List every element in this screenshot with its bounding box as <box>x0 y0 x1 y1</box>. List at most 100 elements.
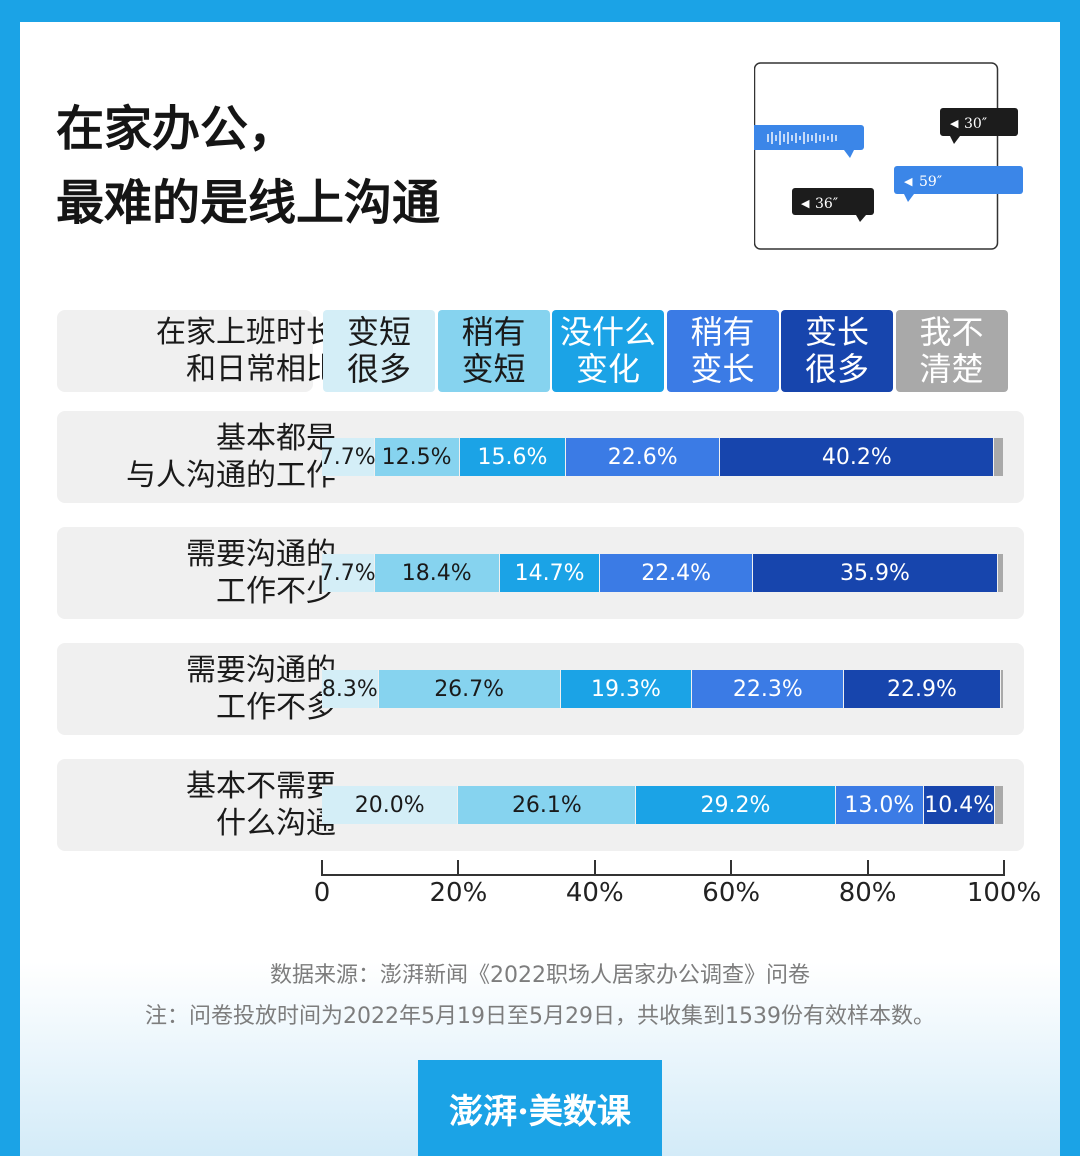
data-label-r4-s5: 10.4% <box>924 792 995 818</box>
bar-segment-r2-s6 <box>997 554 1003 592</box>
data-label-r1-s4: 22.6% <box>607 444 678 470</box>
bar-segment-r4-s1: 20.0% <box>322 786 458 824</box>
x-tick-0 <box>321 860 323 874</box>
legend-item-2: 稍有 变短 <box>437 310 550 392</box>
data-label-r1-s2: 12.5% <box>381 444 452 470</box>
bubble-59-text: 59″ <box>919 174 942 190</box>
data-label-r4-s2: 26.1% <box>511 792 582 818</box>
x-tick-label-40: 40% <box>565 878 624 908</box>
data-label-r3-s5: 22.9% <box>887 676 957 702</box>
bar-segment-r3-s5: 22.9% <box>844 670 1000 708</box>
x-tick-label-20: 20% <box>429 878 488 908</box>
legend-item-4-line-2: 变长 <box>690 350 755 388</box>
legend-item-3: 没什么 变化 <box>552 310 664 392</box>
legend-header-label: 在家上班时长 和日常相比 <box>156 314 336 388</box>
bar-segment-r2-s2: 18.4% <box>374 554 499 592</box>
legend-item-6-line-2: 清楚 <box>919 350 984 388</box>
bar-segment-r3-s4: 22.3% <box>692 670 844 708</box>
bar-segment-r1-s6 <box>994 438 1003 476</box>
bar-segment-r4-s5: 10.4% <box>924 786 995 824</box>
x-tick-60 <box>730 860 733 874</box>
bar-segment-r1-s4: 22.6% <box>566 438 720 476</box>
brand-logo: 澎湃·美数课 <box>418 1060 662 1156</box>
category-label-1-line-2: 与人沟通的工作 <box>126 458 336 493</box>
data-label-r1-s3: 15.6% <box>477 444 548 470</box>
legend-item-1-line-1: 变短 <box>346 313 411 351</box>
data-source: 数据来源：澎湃新闻《2022职场人居家办公调查》问卷 <box>270 963 810 988</box>
bar-segment-r1-s1: 7.7% <box>320 438 376 476</box>
chart-title: 在家办公， 最难的是线上沟通 <box>56 92 440 240</box>
waveform-icon <box>767 131 837 145</box>
voice-bubble-36 <box>792 188 874 215</box>
category-label-2-line-2: 工作不少 <box>216 574 336 609</box>
bar-segment-r1-s2: 12.5% <box>374 438 459 476</box>
data-label-r2-s4: 22.4% <box>641 560 712 586</box>
data-label-r2-s2: 18.4% <box>401 560 472 586</box>
x-tick-20 <box>457 860 460 874</box>
category-label-3: 需要沟通的 工作不多 <box>186 652 336 726</box>
voice-bubble-30 <box>940 108 1018 136</box>
speaker-icon: ◀ <box>904 175 913 188</box>
category-label-1-line-1: 基本都是 <box>216 421 336 456</box>
bar-segment-r3-s6 <box>1000 670 1003 708</box>
x-tick-label-0: 0 <box>313 878 331 908</box>
legend-header-box <box>57 310 313 392</box>
x-tick-label-100: 100% <box>966 878 1042 908</box>
bar-segment-r2-s1: 7.7% <box>319 554 376 592</box>
data-label-r4-s3: 29.2% <box>700 792 771 818</box>
legend-item-5-line-2: 很多 <box>804 350 869 388</box>
legend-item-2-line-2: 变短 <box>461 350 526 388</box>
footnote: 注：问卷投放时间为2022年5月19日至5月29日，共收集到1539份有效样本数… <box>145 1004 935 1029</box>
screen-frame <box>754 62 999 250</box>
x-tick-label-60: 60% <box>702 878 761 908</box>
bar-segment-r4-s6 <box>995 786 1003 824</box>
bubble-30-text: 30″ <box>964 116 987 132</box>
voice-bubble-59 <box>894 166 1023 194</box>
bar-segment-r4-s2: 26.1% <box>458 786 636 824</box>
x-tick-80 <box>866 860 869 874</box>
bubble-tail <box>844 150 854 158</box>
category-label-3-line-2: 工作不多 <box>216 690 336 725</box>
legend-item-6-line-1: 我不 <box>919 313 984 351</box>
data-label-r3-s3: 19.3% <box>591 676 661 702</box>
voice-bubble-waveform <box>754 125 864 150</box>
category-label-2: 需要沟通的 工作不少 <box>186 536 336 610</box>
legend-item-4: 稍有 变长 <box>666 310 779 392</box>
bar-segment-r3-s1: 8.3% <box>322 670 378 708</box>
bar-segment-r4-s4: 13.0% <box>835 786 924 824</box>
data-label-r3-s2: 26.7% <box>434 676 505 702</box>
x-tick-100 <box>1003 860 1005 874</box>
bar-segment-r2-s4: 22.4% <box>600 554 753 592</box>
category-label-4-line-1: 基本不需要 <box>186 769 336 804</box>
data-label-r2-s3: 14.7% <box>514 560 585 586</box>
bar-segment-r2-s3: 14.7% <box>500 554 600 592</box>
x-axis-line <box>321 874 1005 876</box>
legend-item-2-line-1: 稍有 <box>461 313 526 351</box>
legend-item-3-line-2: 变化 <box>575 350 640 388</box>
x-tick-40 <box>593 860 596 874</box>
speaker-icon: ◀ <box>950 117 959 130</box>
category-label-1: 基本都是 与人沟通的工作 <box>126 420 336 494</box>
category-label-4-line-2: 什么沟通 <box>216 806 336 841</box>
legend-header-line-2: 和日常相比 <box>186 352 336 387</box>
bar-segment-r1-s3: 15.6% <box>459 438 566 476</box>
infographic-card: 在家办公， 最难的是线上沟通 ◀ 30″ ◀ 59″ ◀ 36″ <box>20 22 1060 1156</box>
chart-title-line-2: 最难的是线上沟通 <box>56 175 441 231</box>
data-label-r4-s4: 13.0% <box>844 792 915 818</box>
legend-item-1: 变短 很多 <box>323 310 435 392</box>
legend-item-6: 我不 清楚 <box>895 310 1008 392</box>
laptop-chat-illustration: ◀ 30″ ◀ 59″ ◀ 36″ <box>754 62 1023 250</box>
data-label-r2-s5: 35.9% <box>839 560 910 586</box>
data-label-r3-s4: 22.3% <box>732 676 803 702</box>
speaker-icon: ◀ <box>801 197 810 210</box>
legend-item-3-line-1: 没什么 <box>559 313 656 351</box>
category-label-4: 基本不需要 什么沟通 <box>186 768 336 842</box>
legend-item-1-line-2: 很多 <box>346 350 411 388</box>
bar-segment-r3-s2: 26.7% <box>378 670 560 708</box>
bar-segment-r2-s5: 35.9% <box>753 554 997 592</box>
data-label-r2-s1: 7.7% <box>319 560 376 586</box>
legend-item-5: 变长 很多 <box>781 310 893 392</box>
category-label-3-line-1: 需要沟通的 <box>186 653 336 688</box>
legend-item-5-line-1: 变长 <box>804 313 869 351</box>
data-label-r3-s1: 8.3% <box>321 676 378 702</box>
